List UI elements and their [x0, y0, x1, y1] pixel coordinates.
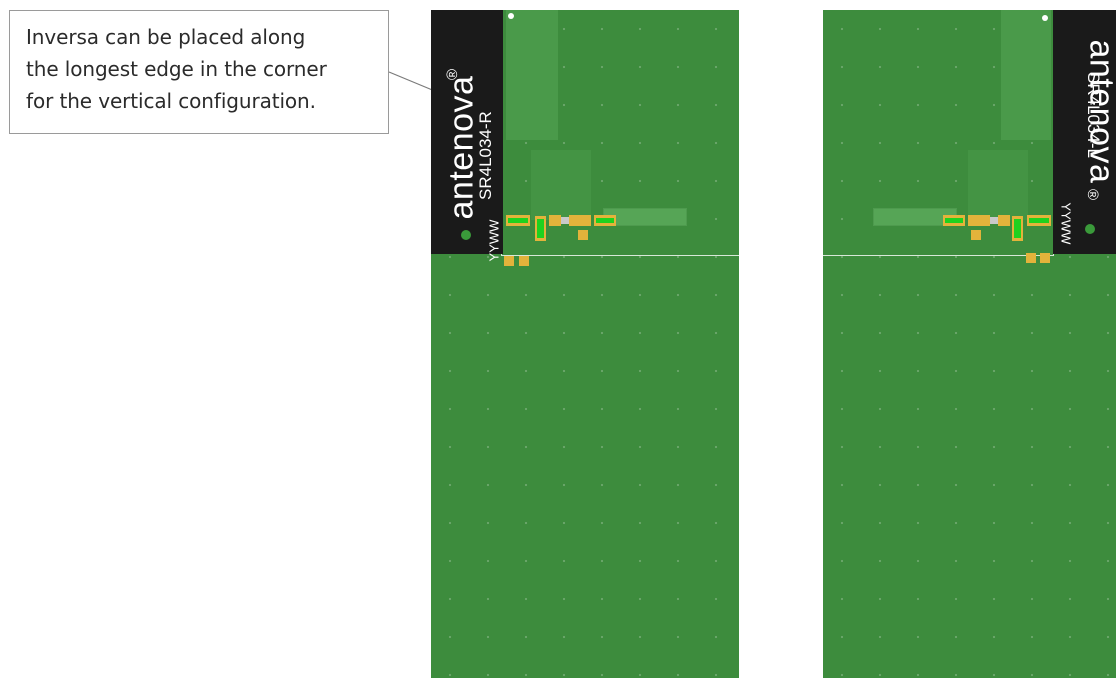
- antenna-chip-left: antenova ® SR4L034-R YYWW: [431, 10, 503, 261]
- ground-pad: [1040, 253, 1050, 263]
- matching-pad: [998, 215, 1010, 226]
- date-code-label: YYWW: [1058, 202, 1074, 245]
- keepout-area-lower: [968, 150, 1028, 220]
- annotation-callout: Inversa can be placed along the longest …: [9, 10, 389, 134]
- matching-pad: [943, 215, 965, 226]
- pin1-marker: [1042, 15, 1048, 21]
- keepout-area: [1001, 10, 1051, 140]
- pcb-left-board: antenova ® SR4L034-R YYWW: [431, 10, 739, 678]
- date-code-label: YYWW: [486, 219, 502, 262]
- registered-mark: ®: [444, 68, 462, 81]
- callout-line-3: for the vertical configuration.: [26, 89, 316, 113]
- callout-line-2: the longest edge in the corner: [26, 57, 327, 81]
- callout-line-1: Inversa can be placed along: [26, 25, 306, 49]
- keepout-area-lower: [531, 150, 591, 220]
- matching-pad: [1012, 216, 1023, 241]
- matching-pad: [971, 230, 981, 240]
- smd-component: [990, 217, 998, 224]
- matching-pad: [506, 215, 530, 226]
- matching-pad: [535, 216, 546, 241]
- matching-pad: [968, 215, 978, 226]
- ground-pad: [504, 256, 514, 266]
- pin1-marker: [508, 13, 514, 19]
- matching-pad: [594, 215, 616, 226]
- matching-pad: [581, 215, 591, 226]
- smd-component: [561, 217, 569, 224]
- pcb-right-board: antenova ® SR4L034-L YYWW: [823, 10, 1116, 678]
- matching-pad: [549, 215, 561, 226]
- matching-pad: [978, 215, 990, 226]
- antenna-part-number: SR4L034-R: [476, 111, 495, 200]
- antenna-chip-right: antenova ® SR4L034-L YYWW: [1053, 10, 1116, 254]
- matching-pad: [569, 215, 581, 226]
- orientation-dot: [1085, 224, 1095, 234]
- orientation-dot: [461, 230, 471, 240]
- ground-pad: [519, 256, 529, 266]
- ground-pad: [1026, 253, 1036, 263]
- antenna-part-number: SR4L034-L: [1084, 72, 1103, 159]
- keepout-area: [506, 10, 558, 140]
- matching-pad: [578, 230, 588, 240]
- matching-pad: [1027, 215, 1051, 226]
